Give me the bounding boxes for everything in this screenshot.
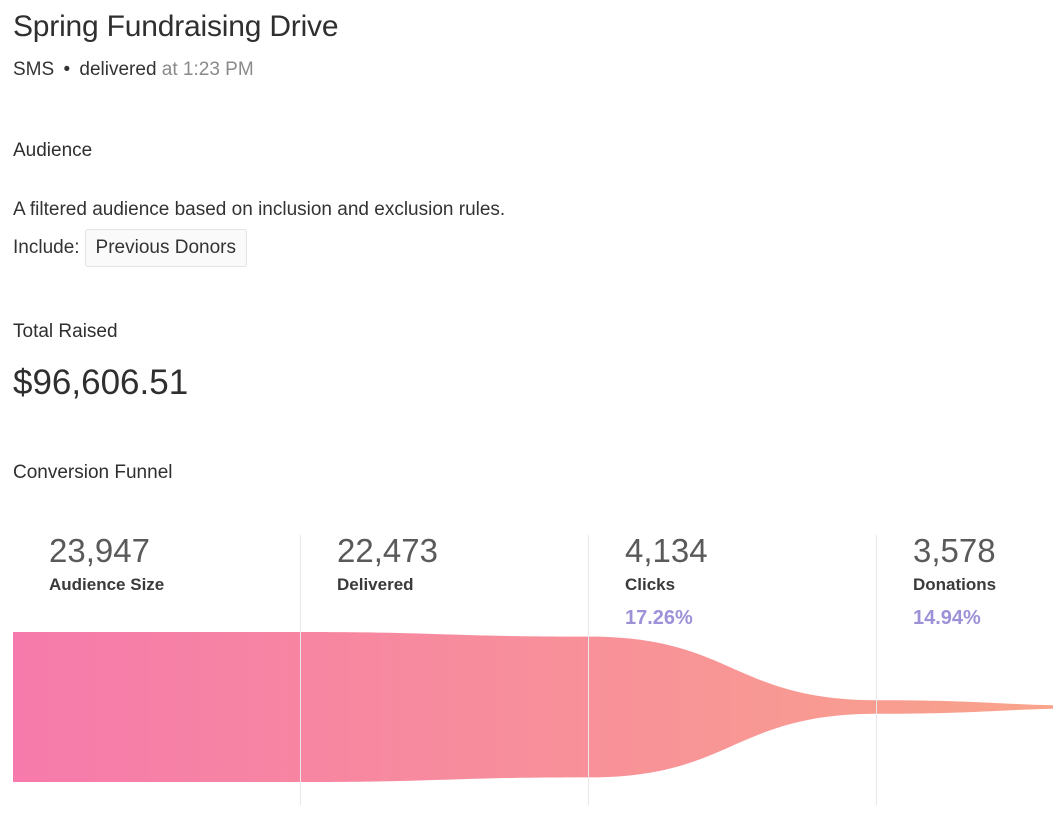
- stage-label: Donations: [913, 575, 997, 594]
- funnel-stage-clicks: 4,134 Clicks 17.26%: [625, 532, 865, 630]
- funnel-stage-delivered: 22,473 Delivered: [337, 532, 577, 595]
- funnel-stage-audience-size: 23,947 Audience Size: [49, 532, 289, 595]
- stage-count: 4,134: [625, 532, 708, 569]
- funnel-shape: [13, 632, 1053, 782]
- include-label: Include:: [13, 237, 80, 258]
- stage-conversion-rate: 17.26%: [625, 607, 693, 629]
- audience-tag[interactable]: Previous Donors: [84, 229, 247, 267]
- audience-heading: Audience: [13, 140, 93, 161]
- funnel-graphic: [13, 535, 1053, 805]
- stage-count: 3,578: [913, 532, 996, 569]
- campaign-status-line: SMS • delivered at 1:23 PM: [13, 59, 254, 81]
- total-raised-value: $96,606.51: [13, 363, 189, 402]
- sent-time: at 1:23 PM: [161, 59, 254, 80]
- audience-include-row: Include: Previous Donors: [13, 228, 247, 268]
- funnel-stage-donations: 3,578 Donations 14.94%: [913, 532, 1053, 630]
- stage-label: Audience Size: [49, 575, 165, 594]
- status-text: delivered: [79, 59, 157, 80]
- stage-count: 22,473: [337, 532, 438, 569]
- stage-conversion-rate: 14.94%: [913, 607, 981, 629]
- stage-label: Delivered: [337, 575, 414, 594]
- total-raised-label: Total Raised: [13, 321, 118, 342]
- channel-label: SMS: [13, 59, 55, 80]
- conversion-funnel-chart: 23,947 Audience Size 22,473 Delivered 4,…: [13, 532, 1053, 805]
- stage-count: 23,947: [49, 532, 150, 569]
- separator-dot: •: [63, 59, 71, 80]
- audience-description: A filtered audience based on inclusion a…: [13, 199, 506, 220]
- page-title: Spring Fundraising Drive: [13, 10, 339, 43]
- stage-label: Clicks: [625, 575, 676, 594]
- funnel-heading: Conversion Funnel: [13, 462, 173, 483]
